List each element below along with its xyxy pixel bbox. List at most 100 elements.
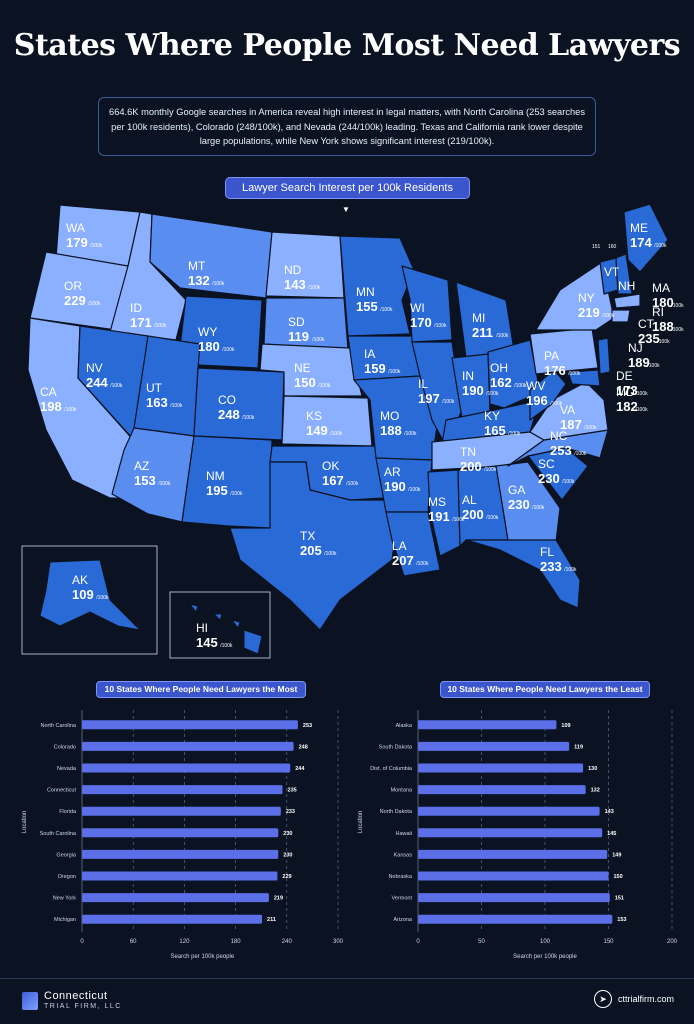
category-label: Nebraska [388,874,412,880]
state-unit: /100k [408,487,421,493]
website-link[interactable]: ➤ cttrialfirm.com [594,990,674,1008]
x-tick-label: 300 [333,939,344,945]
state-unit: /100k [657,339,670,345]
state-shape-ks [281,395,373,447]
x-tick-label: 60 [130,939,137,945]
state-abbr: PA [544,349,559,363]
state-value: 190 [384,479,406,494]
state-abbr: CT [638,317,655,331]
state-value: 189 [628,355,650,370]
y-axis-label: Location [22,811,28,834]
y-axis-label: Location [358,811,364,834]
state-unit: /100k [330,431,343,437]
x-tick-label: 150 [603,939,614,945]
state-shape-oh [487,339,541,409]
value-label: 230 [283,831,292,837]
state-abbr: IN [462,369,474,383]
state-value: 229 [64,293,86,308]
state-unit: /100k [574,451,587,457]
state-abbr: MT [188,259,206,273]
state-abbr: NE [294,361,311,375]
state-label-nh[interactable]: 160 NH [608,244,635,293]
state-label-vt[interactable]: 151 VT [592,244,620,279]
state-unit: /100k [434,323,447,329]
state-value: 205 [300,543,322,558]
brand-logo[interactable]: Connecticut TRIAL FIRM, LLC [22,990,122,1012]
state-value: 188 [380,423,402,438]
state-abbr: MS [428,495,446,509]
value-label: 151 [615,896,624,902]
category-label: Michigan [54,917,76,923]
state-value: 198 [40,399,62,414]
value-label: 248 [299,744,308,750]
state-value: 196 [526,393,548,408]
state-value: 230 [508,497,530,512]
state-value: 188 [652,319,674,334]
value-label: 233 [286,809,295,815]
state-abbr: WV [526,379,545,393]
state-shape-wi [401,265,453,343]
state-value: 230 [538,471,560,486]
bar [418,741,570,751]
state-value: 235 [638,331,660,346]
state-value: 200 [462,507,484,522]
state-unit: /100k [484,467,497,473]
value-label: 230 [283,852,292,858]
state-unit: /100k [318,383,331,389]
state-unit: /100k [602,313,615,319]
state-value: 173 [616,383,638,398]
state-unit: /100k [442,399,455,405]
state-unit: /100k [654,243,667,249]
bar [418,785,586,795]
